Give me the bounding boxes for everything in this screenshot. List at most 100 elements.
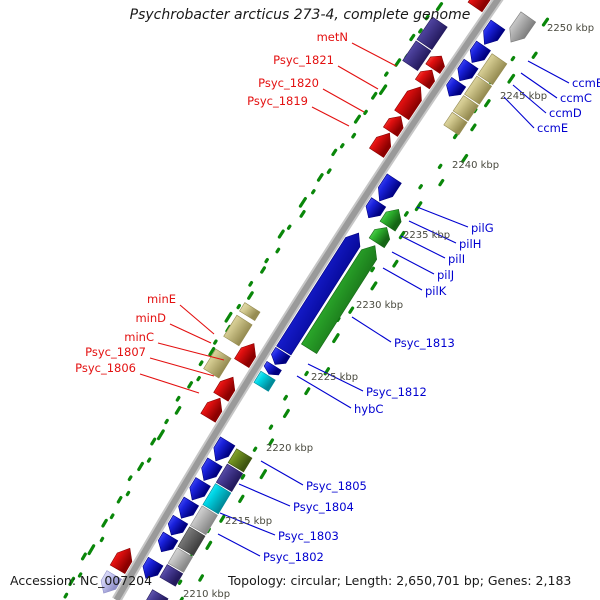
gene-feature [414,69,435,90]
orf-dash [127,475,133,482]
orf-dash [531,51,538,59]
gene-feature-minD [223,314,253,347]
orf-dash [510,55,516,62]
tick-label-2215: 2215 kbp [225,516,272,527]
gene-feature [382,115,404,137]
gene-label-pilI: pilI [448,252,465,266]
gene-feature-ccmB [477,53,508,86]
gene-label-metN: metN [317,30,348,44]
orf-dash [198,360,204,367]
leader-line-minE [179,304,215,335]
orf-dash [116,496,123,504]
gene-label-Psyc_1806: Psyc_1806 [75,361,136,375]
gene-feature [509,11,537,43]
orf-dash [219,514,226,523]
gene-feature-Psyc_1807 [213,376,236,402]
orf-dash [316,173,324,182]
orf-dash [174,405,182,415]
orf-dash [248,280,254,287]
leader-line-Psyc_1806 [139,373,200,394]
gene-feature-ccmC [464,75,493,105]
gene-feature [483,19,506,45]
topology-text: Topology: circular; Length: 2,650,701 bp… [227,573,571,588]
orf-dash [77,572,83,578]
leader-line-minC [157,342,225,361]
gene-feature [146,589,169,600]
gene-label-pilJ: pilJ [437,268,454,282]
gene-label-minD: minD [135,311,166,325]
orf-dash [224,311,233,323]
gene-feature-pil-cluster [301,245,377,355]
orf-dash [125,490,131,497]
tick-label-2230: 2230 kbp [356,300,403,311]
gene-label-ccmD: ccmD [549,106,582,120]
gene-feature [271,346,291,365]
orf-dash [484,99,491,108]
orf-dash [470,123,477,132]
gene-feature [234,343,256,369]
leader-line-ccmE [503,96,535,129]
gene-label-ccmB: ccmB [572,76,600,90]
gene-feature-Psyc_1821 [402,40,432,72]
orf-dash [398,231,406,240]
leader-line-minD [169,323,212,344]
orf-dash [156,429,165,441]
orf-dash [371,91,378,100]
gene-feature-minE [239,302,261,321]
orf-dash [403,211,409,217]
orf-dash [80,552,87,561]
orf-dash [236,303,241,310]
orf-dash [68,576,76,587]
gene-label-Psyc_1812: Psyc_1812 [366,385,427,399]
tick-label-2220: 2220 kbp [266,443,313,454]
orf-dash [260,266,266,274]
gene-feature [446,76,467,97]
gene-feature [227,448,253,473]
leader-line-pilK [382,267,423,291]
gene-feature-Psyc_1813 [276,232,361,356]
gene-feature-hybC [253,370,276,392]
leader-line-Psyc_1819 [311,106,350,127]
gene-feature-Psyc_1803 [189,505,218,536]
tick-label-2250: 2250 kbp [547,23,594,34]
gene-feature [378,173,402,202]
gene-feature [425,55,445,74]
orf-dash [437,163,443,170]
orf-dash [175,395,181,402]
orf-dash [198,574,205,582]
orf-dash [238,494,245,504]
gene-features [100,0,537,600]
orf-dash [351,132,357,139]
gene-feature-minC [203,348,232,379]
orf-dash [304,387,311,396]
leader-line-Psyc_1805 [260,460,304,486]
tick-label-2225: 2225 kbp [311,372,358,383]
tick-label-2235: 2235 kbp [403,230,450,241]
orf-dash [370,281,378,291]
gene-label-minE: minE [147,292,176,306]
gene-feature [159,564,184,587]
orf-dash [461,153,469,163]
orf-dash [409,33,416,42]
gene-label-Psyc_1807: Psyc_1807 [85,345,146,359]
gene-feature [157,531,179,553]
gene-feature-metN [416,16,448,50]
page-title: Psychrobacter arcticus 273-4, complete g… [130,7,471,23]
gene-feature [100,570,123,594]
orf-dash [282,408,290,419]
orf-dash [137,461,144,472]
gene-feature [213,436,236,462]
tick-label-2245: 2245 kbp [500,91,547,102]
orf-dash [177,579,183,585]
gene-feature-pilG [379,209,402,232]
gene-feature [178,496,200,519]
orf-dash [418,28,423,34]
orf-dash [187,381,194,389]
gene-label-Psyc_1802: Psyc_1802 [263,550,324,564]
orf-dash [370,266,376,273]
tick-labels: 2250 kbp 2245 kbp 2240 kbp 2235 kbp 2230 kbp… [183,23,594,600]
orf-dash [268,424,274,430]
orf-dash [438,178,445,187]
orf-dash [283,394,288,401]
